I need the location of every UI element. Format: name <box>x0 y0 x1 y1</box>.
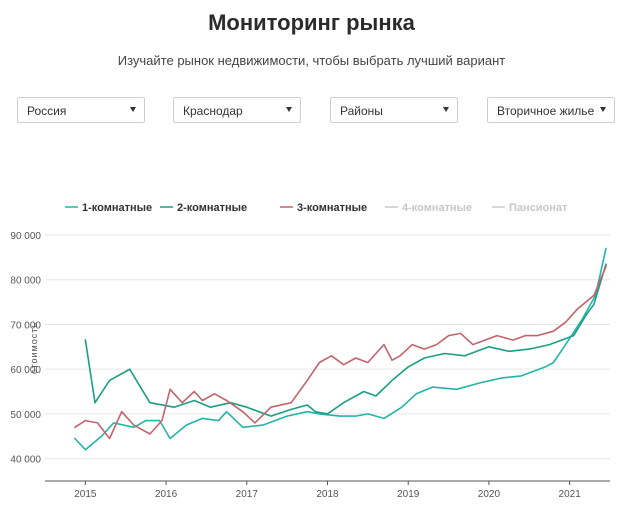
x-tick-label: 2016 <box>155 489 178 500</box>
price-chart: 1-комнатные 2-комнатные 3-комнатные 4-комна… <box>10 202 610 500</box>
x-tick-label: 2017 <box>236 489 259 500</box>
y-tick-label: 60 000 <box>10 365 41 376</box>
chevron-down-icon <box>600 107 606 112</box>
series-line-3 <box>74 265 607 440</box>
city-select-value: Краснодар <box>183 104 243 118</box>
series-line-1 <box>74 247 607 451</box>
legend-label-1: 1-комнатные <box>82 202 152 214</box>
legend-label-4: 4-комнатные <box>402 202 472 214</box>
x-tick-label: 2018 <box>316 489 339 500</box>
chevron-down-icon <box>286 107 292 112</box>
market-select-value: Вторичное жилье <box>497 104 595 118</box>
y-tick-label: 50 000 <box>10 410 41 421</box>
chevron-down-icon <box>130 107 136 112</box>
district-select-value: Районы <box>340 104 383 118</box>
y-tick-label: 70 000 <box>10 320 41 331</box>
country-select-value: Россия <box>27 104 67 118</box>
legend-label-2: 2-комнатные <box>177 202 247 214</box>
page-title: Мониторинг рынка <box>208 10 415 35</box>
series-line-2 <box>84 263 607 417</box>
chevron-down-icon <box>443 107 449 112</box>
y-tick-label: 90 000 <box>10 231 41 242</box>
x-tick-label: 2021 <box>559 489 582 500</box>
x-tick-label: 2019 <box>397 489 420 500</box>
district-select[interactable]: Районы <box>330 97 458 123</box>
market-select[interactable]: Вторичное жилье <box>487 97 615 123</box>
y-axis-label: стоимость <box>29 322 39 374</box>
legend-label-5: Пансионат <box>509 202 568 214</box>
y-tick-label: 80 000 <box>10 276 41 287</box>
filter-bar: Россия Краснодар Районы Вторичное жилье <box>0 97 623 127</box>
x-tick-label: 2020 <box>478 489 501 500</box>
country-select[interactable]: Россия <box>17 97 145 123</box>
legend-label-3: 3-комнатные <box>297 202 367 214</box>
y-tick-label: 40 000 <box>10 455 41 466</box>
x-tick-label: 2015 <box>74 489 97 500</box>
city-select[interactable]: Краснодар <box>173 97 301 123</box>
page-subtitle: Изучайте рынок недвижимости, чтобы выбра… <box>117 53 506 68</box>
